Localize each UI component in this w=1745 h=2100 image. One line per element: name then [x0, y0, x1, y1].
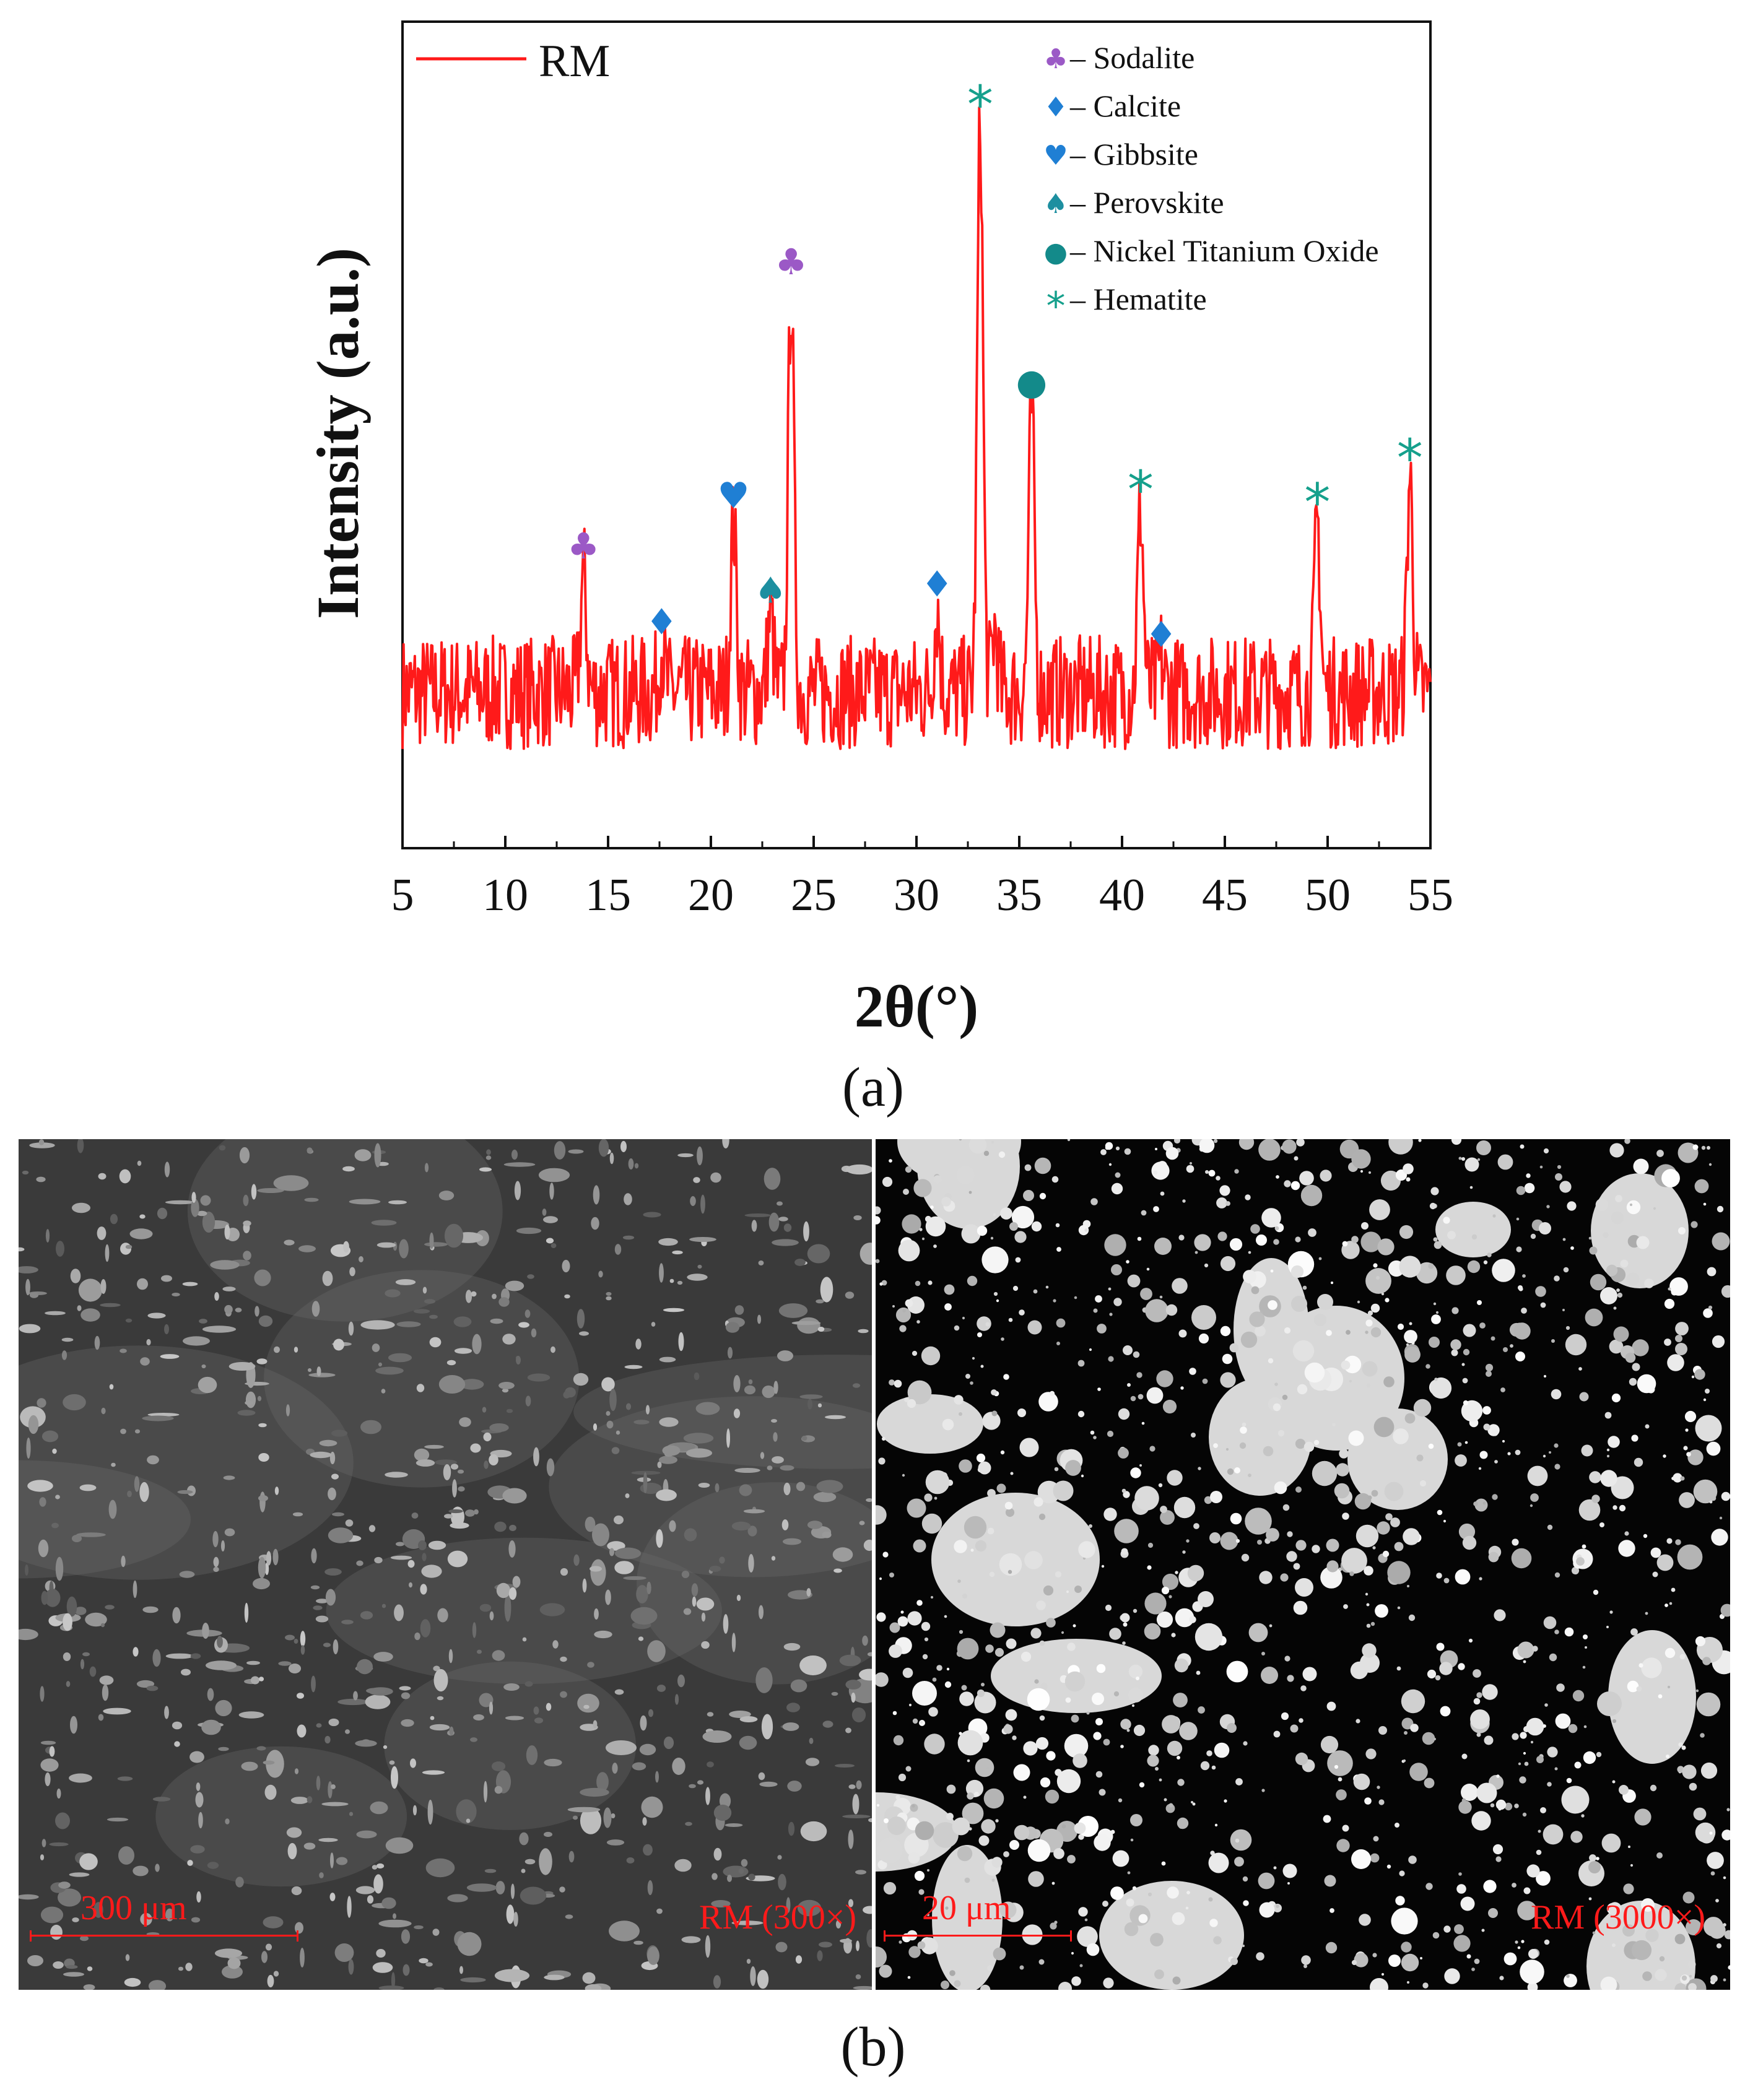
x-tick-label-20: 20 — [688, 870, 734, 921]
x-tick-label-15: 15 — [585, 870, 631, 921]
x-axis-ticks — [401, 836, 1432, 848]
peak-marker-9: ♦ — [1145, 614, 1177, 656]
phase-legend-label-5: – Hematite — [1069, 282, 1207, 316]
scale-label-20um: 20 μm — [922, 1889, 1011, 1927]
magnification-label-3000x: RM (3000×) — [1530, 1898, 1705, 1937]
peak-marker-3: ♠ — [754, 570, 786, 612]
peak-marker-8: * — [1128, 459, 1154, 520]
peak-marker-10: * — [1304, 472, 1330, 533]
sem-particles — [19, 1139, 872, 1990]
x-axis-label: 2θ(°) — [855, 973, 978, 1039]
x-tick-label-30: 30 — [894, 870, 939, 921]
peak-marker-4: ♣ — [775, 241, 807, 283]
phase-legend-symbol-0: ♣ — [1043, 43, 1068, 75]
x-tick-label-40: 40 — [1099, 870, 1145, 921]
phase-legend-label-1: – Calcite — [1069, 89, 1181, 123]
x-tick-label-50: 50 — [1305, 870, 1351, 921]
caption-b: (b) — [840, 2016, 906, 2078]
x-tick-label-55: 55 — [1408, 870, 1453, 921]
peak-marker-2: ♥ — [718, 475, 750, 517]
sem-texture-3000x — [876, 1139, 1730, 1990]
plot-frame — [401, 20, 1432, 849]
phase-legend-symbol-1: ♦ — [1043, 92, 1068, 123]
x-tick-label-10: 10 — [482, 870, 528, 921]
phase-legend-label-2: – Gibbsite — [1069, 137, 1198, 171]
x-tick-label-25: 25 — [791, 870, 837, 921]
rm-series-line — [401, 106, 1432, 750]
x-tick-label-35: 35 — [996, 870, 1042, 921]
phase-legend-label-3: – Perovskite — [1069, 185, 1224, 220]
caption-a: (a) — [842, 1057, 904, 1118]
phase-legend-label-0: – Sodalite — [1069, 40, 1195, 75]
x-tick-label-5: 5 — [391, 870, 414, 921]
phase-legend-symbol-5: * — [1047, 284, 1066, 329]
peak-marker-0: ♣ — [567, 525, 599, 567]
peak-marker-5: ♦ — [921, 563, 953, 605]
scale-label-300um: 300 μm — [81, 1889, 187, 1927]
scale-bar-right-tick — [297, 1930, 298, 1942]
phase-legend-label-4: – Nickel Titanium Oxide — [1069, 233, 1379, 268]
scale-bar-left-tick — [30, 1930, 32, 1942]
phase-legend-symbol-3: ♠ — [1043, 188, 1068, 220]
peak-marker-7: ● — [1016, 361, 1048, 403]
peak-marker-11: * — [1397, 428, 1423, 488]
sem-particles — [876, 1139, 1730, 1990]
peak-marker-1: ♦ — [645, 601, 677, 643]
peak-markers: ♣ ♦ ♥ ♠ ♣ ♦ * ● * ♦ * * — [567, 74, 1423, 656]
scale-bar-300um — [30, 1930, 298, 1942]
sem-texture-300x — [19, 1139, 872, 1990]
xrd-chart: 5 10 15 20 25 30 35 40 45 50 55 ♣♦♥♠♣♦*●*♦** RM ♣ –… — [305, 20, 1454, 1039]
scale-bar-20um — [884, 1930, 1072, 1942]
legend-label-rm: RM — [539, 36, 610, 87]
scale-bar-left-tick — [884, 1930, 886, 1942]
sem-image-3000x: 20 μm RM (3000×) — [876, 1139, 1730, 1990]
magnification-label-300x: RM (300×) — [698, 1898, 856, 1937]
y-axis-label: Intensity (a.u.) — [305, 248, 371, 619]
scale-bar-right-tick — [1070, 1930, 1072, 1942]
phase-legend: ♣ – Sodalite♦ – Calcite♥ – Gibbsite♠ – Perov… — [1043, 40, 1378, 329]
phase-legend-symbol-4: ● — [1044, 236, 1068, 268]
x-tick-label-45: 45 — [1202, 870, 1248, 921]
x-axis-tick-labels: 5 10 15 20 25 30 35 40 45 50 55 — [391, 870, 1454, 921]
phase-legend-symbol-2: ♥ — [1043, 140, 1068, 171]
peak-marker-6: * — [967, 74, 993, 135]
sem-image-300x: 300 μm RM (300×) — [19, 1139, 872, 1990]
